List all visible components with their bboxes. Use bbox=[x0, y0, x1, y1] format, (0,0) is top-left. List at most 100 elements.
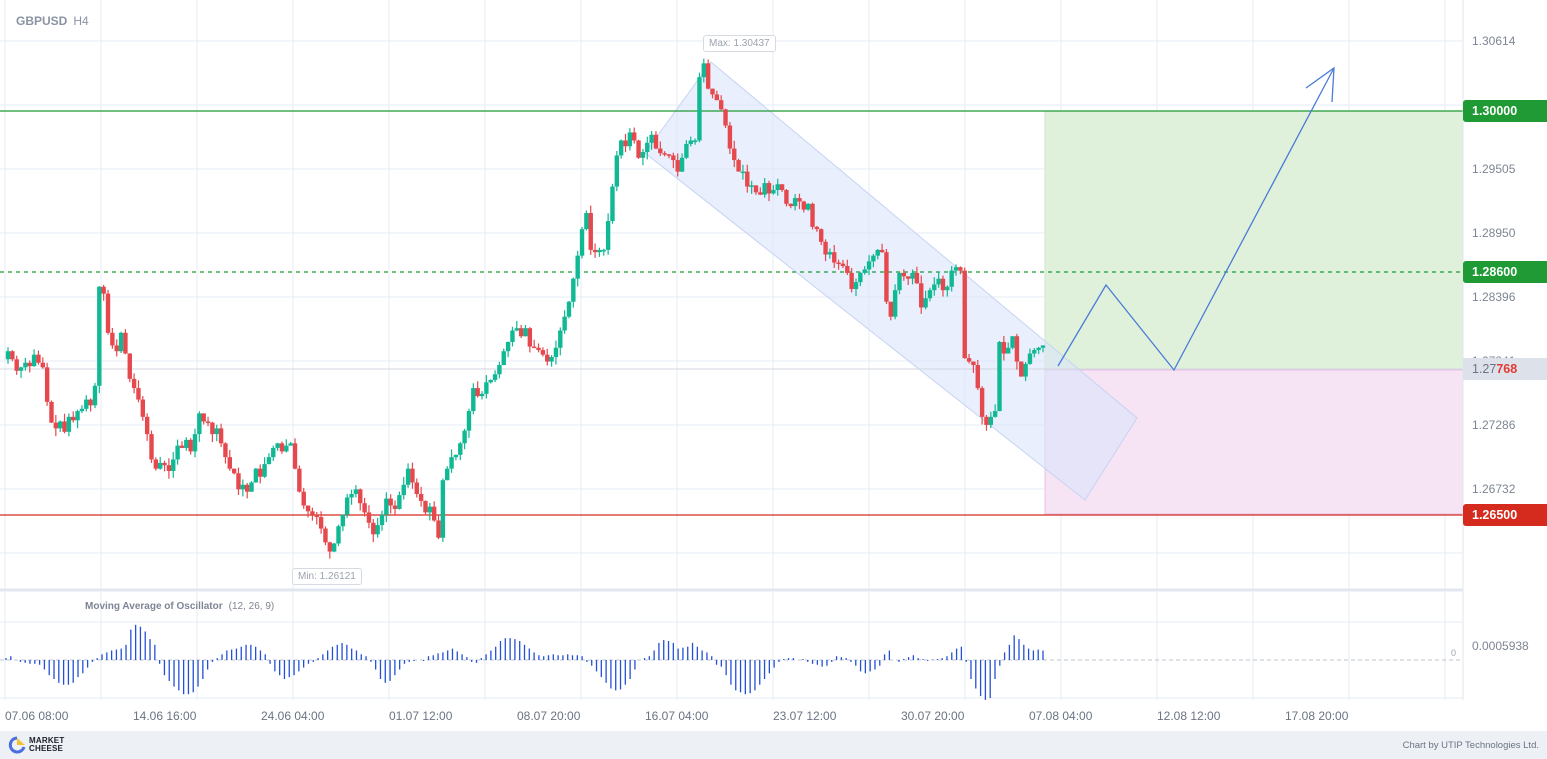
candle-body bbox=[201, 413, 206, 422]
candle-body bbox=[127, 353, 132, 379]
candle-body bbox=[571, 278, 576, 302]
descending-channel[interactable] bbox=[644, 61, 1138, 501]
candle-body bbox=[214, 428, 219, 435]
candle-body bbox=[688, 140, 693, 144]
stop-price-badge[interactable]: 1.26500 bbox=[1463, 504, 1547, 526]
candle-body bbox=[279, 443, 285, 452]
candle-body bbox=[762, 183, 767, 195]
candle-body bbox=[453, 454, 459, 458]
brand-line-1: MARKET bbox=[29, 736, 65, 745]
candle-body bbox=[705, 63, 711, 89]
candle-body bbox=[305, 505, 311, 512]
candle-body bbox=[597, 249, 602, 253]
time-tick: 12.08 12:00 bbox=[1157, 709, 1221, 723]
brand-logo[interactable]: MARKET CHEESE bbox=[8, 736, 64, 754]
candle-body bbox=[797, 198, 802, 202]
candle-body bbox=[427, 506, 433, 513]
candle-body bbox=[884, 252, 889, 302]
candle-body bbox=[727, 125, 733, 149]
candle-body bbox=[819, 229, 824, 242]
candle-body bbox=[71, 416, 76, 421]
max-price-callout: Max: 1.30437 bbox=[703, 35, 776, 52]
candle-body bbox=[188, 439, 193, 452]
candle-body bbox=[366, 512, 372, 523]
entry-price-badge[interactable]: 1.28600 bbox=[1463, 261, 1547, 283]
price-tick: 1.26732 bbox=[1472, 482, 1516, 496]
candle-body bbox=[140, 399, 146, 417]
indicator-zero-label: 0 bbox=[1451, 648, 1457, 658]
candle-body bbox=[258, 468, 263, 477]
candle-body bbox=[927, 290, 933, 299]
footer-bar: MARKET CHEESE Chart by UTIP Technologies … bbox=[0, 731, 1547, 759]
candle-body bbox=[527, 328, 533, 347]
candle-body bbox=[623, 140, 628, 147]
candle-body bbox=[558, 330, 563, 348]
candle-body bbox=[505, 342, 511, 352]
candle-body bbox=[671, 155, 676, 161]
candle-body bbox=[518, 328, 524, 337]
candle-body bbox=[805, 203, 811, 210]
candle-body bbox=[753, 185, 759, 193]
candle-body bbox=[584, 213, 589, 230]
candle-body bbox=[579, 229, 585, 256]
price-tick: 1.29505 bbox=[1472, 162, 1516, 176]
current-price-suffix: 768 bbox=[1496, 362, 1518, 376]
candle-body bbox=[475, 388, 480, 397]
candle-body bbox=[871, 255, 876, 262]
price-tick: 1.28396 bbox=[1472, 290, 1516, 304]
candle-body bbox=[588, 213, 593, 250]
candle-body bbox=[745, 171, 750, 187]
candle-body bbox=[523, 328, 528, 337]
candle-body bbox=[627, 132, 633, 147]
candle-body bbox=[110, 332, 115, 346]
candle-body bbox=[679, 157, 685, 172]
candle-body bbox=[153, 459, 159, 469]
candle-body bbox=[684, 143, 689, 158]
current-price-prefix: 1.27 bbox=[1472, 362, 1497, 376]
candle-body bbox=[36, 354, 41, 363]
candle-body bbox=[531, 346, 537, 349]
candle-body bbox=[79, 408, 85, 412]
target-price-badge[interactable]: 1.30000 bbox=[1463, 100, 1547, 122]
candle-body bbox=[471, 388, 476, 412]
candle-body bbox=[266, 457, 272, 465]
candle-body bbox=[919, 283, 924, 308]
time-tick: 30.07 20:00 bbox=[901, 709, 965, 723]
candle-body bbox=[614, 155, 620, 187]
candle-body bbox=[44, 367, 50, 402]
candle-body bbox=[718, 100, 724, 110]
candle-body bbox=[27, 362, 32, 367]
candle-body bbox=[514, 328, 520, 331]
candle-body bbox=[210, 422, 215, 435]
candle-body bbox=[923, 298, 928, 308]
time-tick: 24.06 04:00 bbox=[261, 709, 325, 723]
candle-body bbox=[318, 517, 324, 529]
candle-body bbox=[144, 416, 150, 435]
candle-body bbox=[53, 422, 59, 429]
candle-body bbox=[966, 358, 972, 362]
candle-body bbox=[640, 152, 646, 158]
candle-body bbox=[697, 77, 702, 141]
candle-body bbox=[714, 94, 720, 101]
time-tick: 07.06 08:00 bbox=[5, 709, 69, 723]
candle-body bbox=[662, 153, 667, 155]
candle-body bbox=[371, 522, 376, 535]
candle-body bbox=[88, 399, 93, 406]
candle-body bbox=[227, 457, 232, 469]
candle-body bbox=[358, 489, 363, 504]
candle-body bbox=[118, 332, 124, 352]
candle-body bbox=[853, 282, 859, 290]
candle-body bbox=[244, 484, 250, 492]
candle-body bbox=[236, 473, 241, 490]
candle-body bbox=[458, 443, 463, 455]
candle-body bbox=[249, 482, 254, 492]
candle-body bbox=[858, 272, 863, 283]
projection-arrow[interactable] bbox=[1057, 66, 1335, 372]
indicator-name: Moving Average of Oscillator bbox=[85, 601, 223, 612]
candle-body bbox=[388, 498, 393, 506]
candle-body bbox=[301, 491, 306, 506]
candle-body bbox=[92, 385, 98, 406]
indicator-axis-value: 0.0005938 bbox=[1472, 639, 1529, 653]
candle-body bbox=[501, 351, 506, 366]
